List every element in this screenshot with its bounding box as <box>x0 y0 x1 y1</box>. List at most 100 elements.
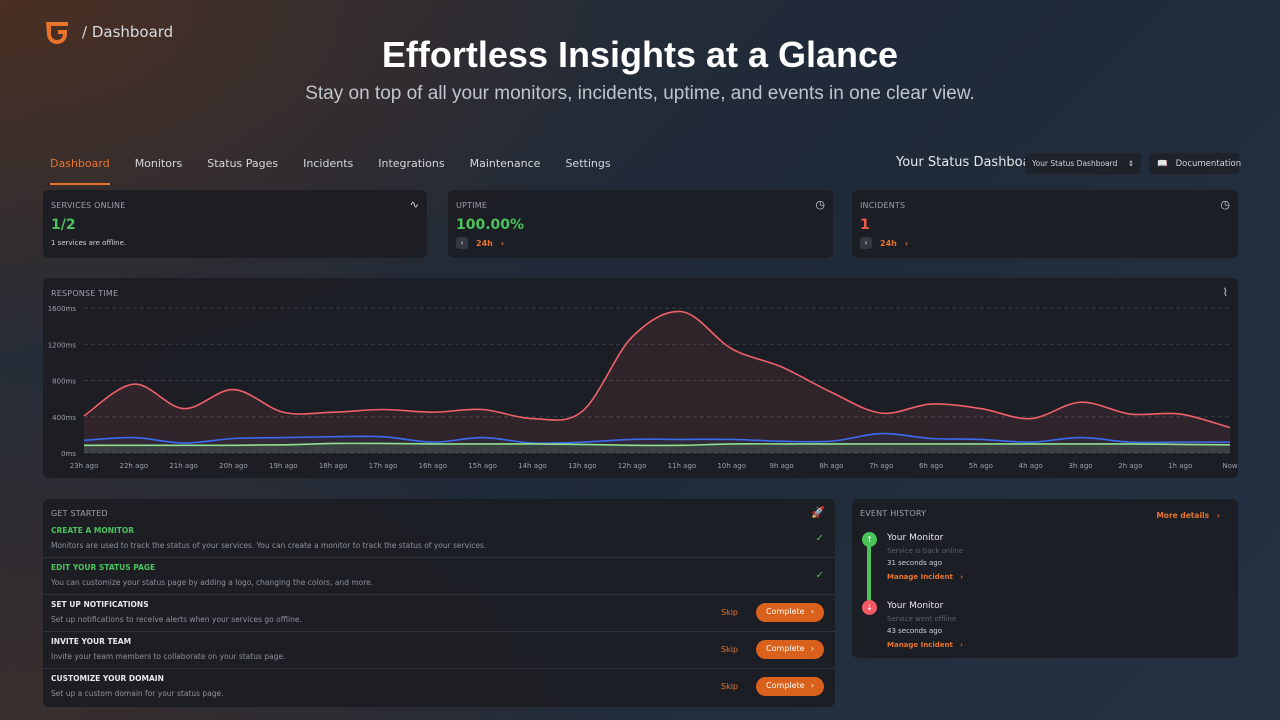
card-label: INCIDENTS <box>860 201 906 210</box>
x-tick-label: 7h ago <box>869 462 893 470</box>
breadcrumb[interactable]: / Dashboard <box>82 23 174 41</box>
event-time: 31 seconds ago <box>887 559 942 567</box>
event-time: 43 seconds ago <box>887 627 942 635</box>
x-tick-label: 10h ago <box>717 462 746 470</box>
task-row: CREATE A MONITOR Monitors are used to tr… <box>43 521 835 558</box>
tab-settings[interactable]: Settings <box>565 157 611 170</box>
x-tick-label: 19h ago <box>269 462 298 470</box>
prev-range-button[interactable]: ‹ <box>456 237 468 249</box>
y-tick-label: 1600ms <box>48 305 77 313</box>
task-description: Invite your team members to collaborate … <box>51 652 286 661</box>
x-tick-label: 16h ago <box>418 462 447 470</box>
event-monitor: Your Monitor <box>887 533 944 543</box>
task-row: EDIT YOUR STATUS PAGE You can customize … <box>43 558 835 595</box>
y-tick-label: 1200ms <box>48 341 77 349</box>
uptime-card: UPTIME ◷ 100.00% ‹ 24h › <box>448 190 833 258</box>
documentation-label: Documentation <box>1175 158 1242 169</box>
clock-icon: ◷ <box>1220 198 1230 211</box>
services-online-card: SERVICES ONLINE ∿ 1/2 1 services are off… <box>43 190 427 258</box>
rocket-icon: 🚀 <box>811 506 825 519</box>
manage-incident-label: Manage Incident <box>887 641 953 649</box>
documentation-button[interactable]: 📖 Documentation <box>1149 153 1242 174</box>
complete-label: Complete <box>766 607 805 616</box>
manage-incident-link[interactable]: Manage Incident › <box>887 573 964 581</box>
task-title: CREATE A MONITOR <box>51 526 135 535</box>
arrow-down-icon: ↓ <box>862 600 877 615</box>
complete-button[interactable]: Complete › <box>756 603 824 622</box>
x-tick-label: 23h ago <box>70 462 99 470</box>
uptime-value: 100.00% <box>456 217 525 233</box>
task-title: EDIT YOUR STATUS PAGE <box>51 563 156 572</box>
complete-button[interactable]: Complete › <box>756 640 824 659</box>
x-tick-label: 11h ago <box>668 462 697 470</box>
get-started-title: GET STARTED <box>51 509 108 518</box>
x-tick-label: 1h ago <box>1168 462 1192 470</box>
range-label: 24h <box>476 238 493 248</box>
main-tabs: Dashboard Monitors Status Pages Incident… <box>50 157 636 185</box>
tab-maintenance[interactable]: Maintenance <box>469 157 541 170</box>
x-tick-label: 20h ago <box>219 462 248 470</box>
logo-icon[interactable] <box>44 20 70 44</box>
task-title: INVITE YOUR TEAM <box>51 637 132 646</box>
tab-dashboard[interactable]: Dashboard <box>50 157 110 185</box>
chevron-updown-icon: ⇕ <box>1127 159 1134 168</box>
dashboard-select[interactable]: Your Status Dashboard ⇕ <box>1025 153 1141 174</box>
x-tick-label: 18h ago <box>319 462 348 470</box>
tab-status-pages[interactable]: Status Pages <box>207 157 279 170</box>
event-history-title: EVENT HISTORY <box>860 509 927 518</box>
activity-icon: ∿ <box>409 198 419 211</box>
y-tick-label: 800ms <box>52 378 76 386</box>
incidents-card: INCIDENTS ◷ 1 ‹ 24h › <box>852 190 1238 258</box>
series-line-green <box>84 442 1231 447</box>
event-status: Service went offline <box>887 615 957 623</box>
incidents-value: 1 <box>860 217 870 233</box>
series-line-blue <box>83 432 1231 445</box>
task-description: Set up notifications to receive alerts w… <box>51 615 302 624</box>
response-time-chart: 0ms 400ms 800ms 1200ms 1600ms 23h ago 22h ago 2… <box>48 305 1238 470</box>
task-description: You can customize your status page by ad… <box>51 578 374 587</box>
skip-button[interactable]: Skip <box>720 608 738 617</box>
services-online-value: 1/2 <box>51 217 76 233</box>
series-area-green <box>84 443 1230 453</box>
next-range-button[interactable]: › <box>904 238 909 248</box>
check-icon: ✓ <box>815 533 824 544</box>
range-label: 24h <box>880 238 897 248</box>
arrow-up-icon: ↑ <box>862 532 877 547</box>
task-row: CUSTOMIZE YOUR DOMAIN Set up a custom do… <box>43 669 835 706</box>
x-tick-label: 22h ago <box>120 462 149 470</box>
select-value: Your Status Dashboard <box>1032 159 1118 168</box>
x-tick-label: 9h ago <box>769 462 793 470</box>
line-chart-icon[interactable]: ⌇ <box>1222 286 1228 299</box>
prev-range-button[interactable]: ‹ <box>860 237 872 249</box>
task-row: SET UP NOTIFICATIONS Set up notification… <box>43 595 835 632</box>
services-note: 1 services are offline. <box>51 239 127 247</box>
next-range-button[interactable]: › <box>500 238 505 248</box>
x-tick-label: 6h ago <box>919 462 943 470</box>
x-tick-label: 12h ago <box>618 462 647 470</box>
chevron-right-icon: › <box>810 607 814 616</box>
tab-monitors[interactable]: Monitors <box>134 157 183 170</box>
event-monitor: Your Monitor <box>887 601 944 611</box>
complete-button[interactable]: Complete › <box>756 677 824 696</box>
x-tick-label: 3h ago <box>1068 462 1092 470</box>
get-started-panel: GET STARTED 🚀 CREATE A MONITOR Monitors … <box>43 499 835 707</box>
check-icon: ✓ <box>815 570 824 581</box>
x-tick-label: Now <box>1222 462 1238 470</box>
dashboard-title: Your Status Dashboard <box>896 155 1044 170</box>
x-tick-label: 17h ago <box>369 462 398 470</box>
skip-button[interactable]: Skip <box>720 682 738 691</box>
card-label: SERVICES ONLINE <box>51 201 126 210</box>
task-row: INVITE YOUR TEAM Invite your team member… <box>43 632 835 669</box>
x-tick-label: 5h ago <box>969 462 993 470</box>
x-tick-label: 8h ago <box>819 462 843 470</box>
complete-label: Complete <box>766 681 805 690</box>
card-label: UPTIME <box>456 201 488 210</box>
response-time-panel: RESPONSE TIME ⌇ 0ms 400ms 800ms 1200ms 1600m… <box>43 278 1238 478</box>
book-icon: 📖 <box>1157 158 1168 169</box>
skip-button[interactable]: Skip <box>720 645 738 654</box>
tab-incidents[interactable]: Incidents <box>303 157 354 170</box>
more-details-link[interactable]: More details › <box>1156 511 1220 520</box>
manage-incident-link[interactable]: Manage Incident › <box>887 641 964 649</box>
x-tick-label: 4h ago <box>1019 462 1043 470</box>
tab-integrations[interactable]: Integrations <box>378 157 445 170</box>
